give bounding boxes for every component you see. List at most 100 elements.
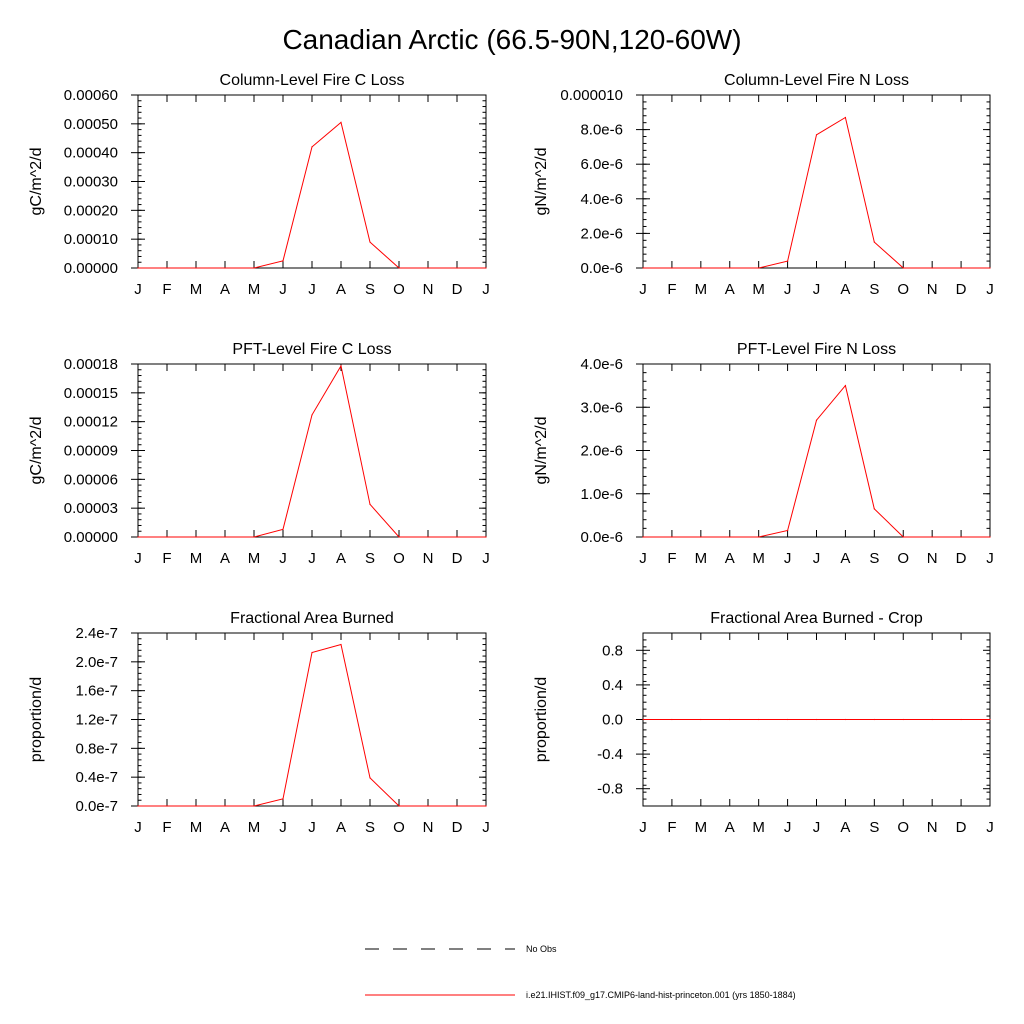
data-point bbox=[786, 529, 789, 532]
x-tick-label: A bbox=[725, 281, 735, 298]
data-point bbox=[786, 718, 789, 721]
x-tick-label: S bbox=[869, 281, 879, 298]
x-tick-label: N bbox=[423, 281, 434, 298]
x-tick-label: J bbox=[784, 550, 792, 567]
x-tick-label: D bbox=[956, 281, 967, 298]
panels: J F M A M J J A S O N D J0.000000.000100.000200.0003… bbox=[28, 72, 994, 836]
data-point bbox=[844, 718, 847, 721]
chart-panel-5: J F M A M J J A S O N D J0.0e-70.4e-70.8e-71.2e-71.6… bbox=[28, 610, 490, 836]
y-tick-label: 0.00050 bbox=[64, 116, 118, 133]
x-tick-label: S bbox=[365, 819, 375, 836]
data-point bbox=[282, 260, 284, 262]
data-point bbox=[456, 267, 458, 269]
data-point bbox=[398, 267, 400, 269]
data-point bbox=[427, 805, 429, 807]
data-point bbox=[311, 651, 313, 654]
legend-label-no-obs: No Obs bbox=[526, 944, 557, 954]
data-point bbox=[369, 241, 371, 243]
data-point bbox=[311, 414, 313, 416]
data-point bbox=[485, 536, 487, 538]
x-tick-label: A bbox=[336, 281, 346, 298]
x-tick-label: A bbox=[336, 819, 346, 836]
y-tick-label: 0.00003 bbox=[64, 500, 118, 517]
x-tick-label: D bbox=[452, 550, 463, 567]
data-point bbox=[844, 385, 847, 387]
data-point bbox=[902, 267, 904, 269]
data-point bbox=[253, 536, 255, 538]
data-point bbox=[815, 718, 818, 721]
x-tick-label: O bbox=[393, 550, 405, 567]
figure-title: Canadian Arctic (66.5-90N,120-60W) bbox=[282, 24, 741, 55]
x-tick-label: A bbox=[220, 819, 230, 836]
x-tick-label: J bbox=[639, 281, 647, 298]
y-tick-label: 0.00040 bbox=[64, 145, 118, 162]
y-tick-label: 0.00000 bbox=[64, 529, 118, 546]
series-line-1 bbox=[138, 121, 486, 269]
x-tick-label: J bbox=[279, 819, 287, 836]
data-point bbox=[902, 718, 904, 721]
data-point bbox=[758, 718, 760, 721]
x-tick-label: J bbox=[784, 819, 792, 836]
data-point bbox=[844, 116, 847, 119]
y-tick-label: 1.2e-7 bbox=[75, 712, 118, 729]
x-tick-label: S bbox=[869, 819, 879, 836]
x-tick-label: M bbox=[695, 550, 708, 567]
legend-label-model: i.e21.IHIST.f09_g17.CMIP6-land-hist-prin… bbox=[526, 990, 796, 1000]
x-tick-label: J bbox=[986, 281, 994, 298]
series-line-1 bbox=[138, 643, 486, 807]
x-tick-label: O bbox=[393, 281, 405, 298]
x-tick-label: J bbox=[279, 550, 287, 567]
chart-panel-2: J F M A M J J A S O N D J0.0e-62.0e-64.0e-66.0e-68.0… bbox=[533, 72, 994, 298]
x-tick-label: A bbox=[840, 819, 850, 836]
data-point bbox=[398, 536, 400, 538]
y-tick-label: 0.00030 bbox=[64, 174, 118, 191]
data-point bbox=[311, 146, 313, 148]
y-tick-label: 8.0e-6 bbox=[580, 122, 623, 139]
x-tick-label: O bbox=[897, 550, 909, 567]
data-point bbox=[758, 267, 760, 269]
data-point bbox=[700, 718, 702, 721]
chart-panel-1: J F M A M J J A S O N D J0.000000.000100.000200.0003… bbox=[28, 72, 490, 298]
chart-panel-3: J F M A M J J A S O N D J0.000000.000030.000060.0000… bbox=[28, 341, 490, 567]
y-tick-label: 4.0e-6 bbox=[580, 356, 623, 373]
data-point bbox=[369, 777, 371, 779]
x-tick-label: N bbox=[423, 819, 434, 836]
y-tick-label: 0.00012 bbox=[64, 414, 118, 431]
data-point bbox=[642, 267, 644, 269]
y-tick-label: 0.00000 bbox=[64, 260, 118, 277]
data-point bbox=[786, 260, 789, 262]
x-tick-label: F bbox=[162, 819, 171, 836]
data-point bbox=[873, 508, 875, 510]
data-point bbox=[931, 267, 933, 269]
x-tick-label: A bbox=[725, 550, 735, 567]
y-tick-label: 0.0 bbox=[602, 712, 623, 729]
data-point bbox=[398, 805, 400, 807]
plot-frame bbox=[642, 363, 991, 538]
y-tick-label: 0.00015 bbox=[64, 385, 118, 402]
series-line-1 bbox=[643, 116, 990, 269]
chart-panel-4: J F M A M J J A S O N D J0.0e-61.0e-62.0e-63.0e-64.0… bbox=[533, 341, 994, 567]
x-tick-label: J bbox=[308, 281, 316, 298]
data-point bbox=[642, 718, 644, 721]
panel-title: Fractional Area Burned bbox=[230, 610, 394, 627]
data-point bbox=[195, 267, 197, 269]
y-tick-label: 0.4 bbox=[602, 677, 623, 694]
data-point bbox=[137, 536, 139, 538]
data-point bbox=[700, 536, 702, 538]
data-point bbox=[195, 805, 197, 807]
data-point bbox=[671, 267, 673, 269]
legend: No Obs i.e21.IHIST.f09_g17.CMIP6-land-his… bbox=[365, 944, 796, 1000]
data-point bbox=[960, 267, 962, 269]
y-tick-label: 0.0e-6 bbox=[580, 529, 623, 546]
chart-panel-6: J F M A M J J A S O N D J-0.8-0.40.00.40.8Fractional… bbox=[533, 610, 994, 836]
y-tick-label: 0.00018 bbox=[64, 356, 118, 373]
x-tick-label: M bbox=[752, 550, 765, 567]
y-tick-label: -0.8 bbox=[597, 781, 623, 798]
data-point bbox=[960, 718, 962, 721]
x-tick-label: J bbox=[639, 819, 647, 836]
x-tick-label: J bbox=[134, 550, 142, 567]
data-point bbox=[671, 718, 673, 721]
data-point bbox=[282, 528, 284, 530]
panel-title: Column-Level Fire N Loss bbox=[724, 72, 909, 89]
